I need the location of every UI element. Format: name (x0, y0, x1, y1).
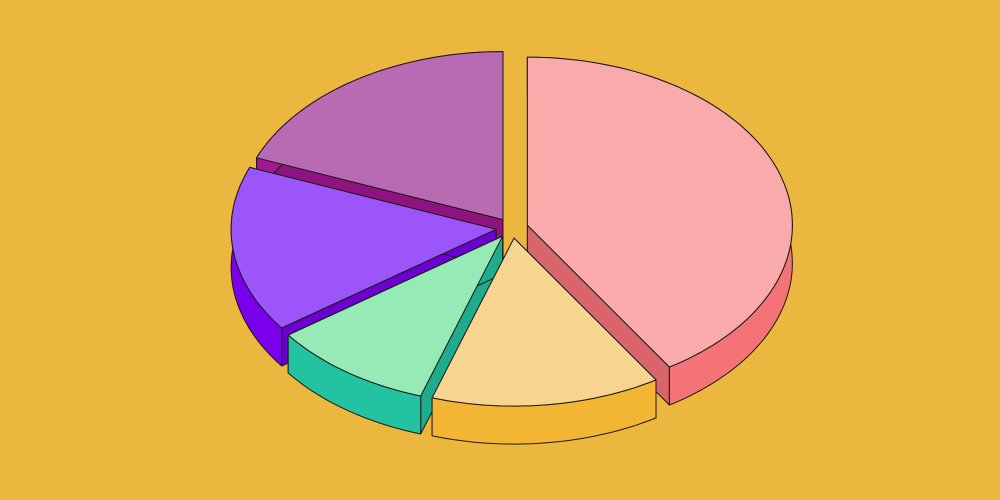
slice (526, 56, 793, 368)
slice (431, 237, 657, 407)
slice (230, 166, 497, 329)
slice (256, 51, 504, 221)
slice (287, 235, 504, 397)
